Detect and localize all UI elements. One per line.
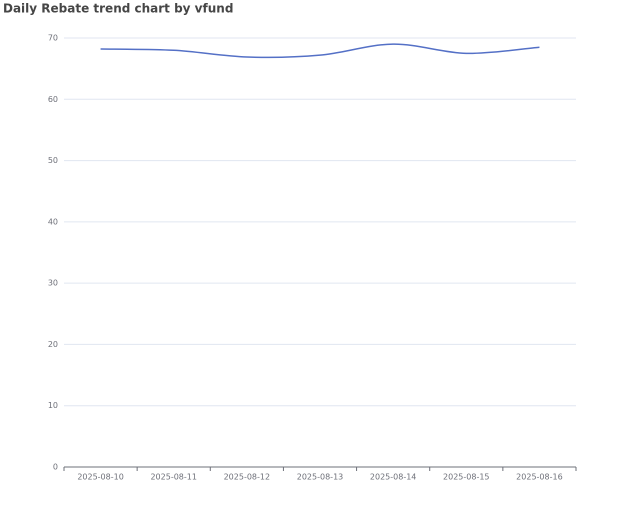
chart-title: Daily Rebate trend chart by vfund — [3, 2, 233, 16]
y-tick-label: 0 — [53, 463, 58, 472]
x-tick-label: 2025-08-15 — [443, 473, 490, 482]
y-tick-label: 60 — [48, 95, 58, 104]
y-tick-label: 40 — [48, 217, 58, 226]
y-tick-label: 10 — [48, 401, 58, 410]
x-tick-label: 2025-08-12 — [224, 473, 271, 482]
x-tick-label: 2025-08-11 — [150, 473, 197, 482]
y-tick-label: 50 — [48, 156, 58, 165]
y-tick-label: 30 — [48, 279, 58, 288]
line — [100, 43, 540, 59]
x-tick-label: 2025-08-10 — [77, 473, 124, 482]
x-tick-label: 2025-08-14 — [370, 473, 417, 482]
x-tick-label: 2025-08-13 — [297, 473, 344, 482]
x-tick-label: 2025-08-16 — [516, 473, 563, 482]
y-tick-label: 20 — [48, 340, 58, 349]
y-tick-label: 70 — [48, 34, 58, 43]
